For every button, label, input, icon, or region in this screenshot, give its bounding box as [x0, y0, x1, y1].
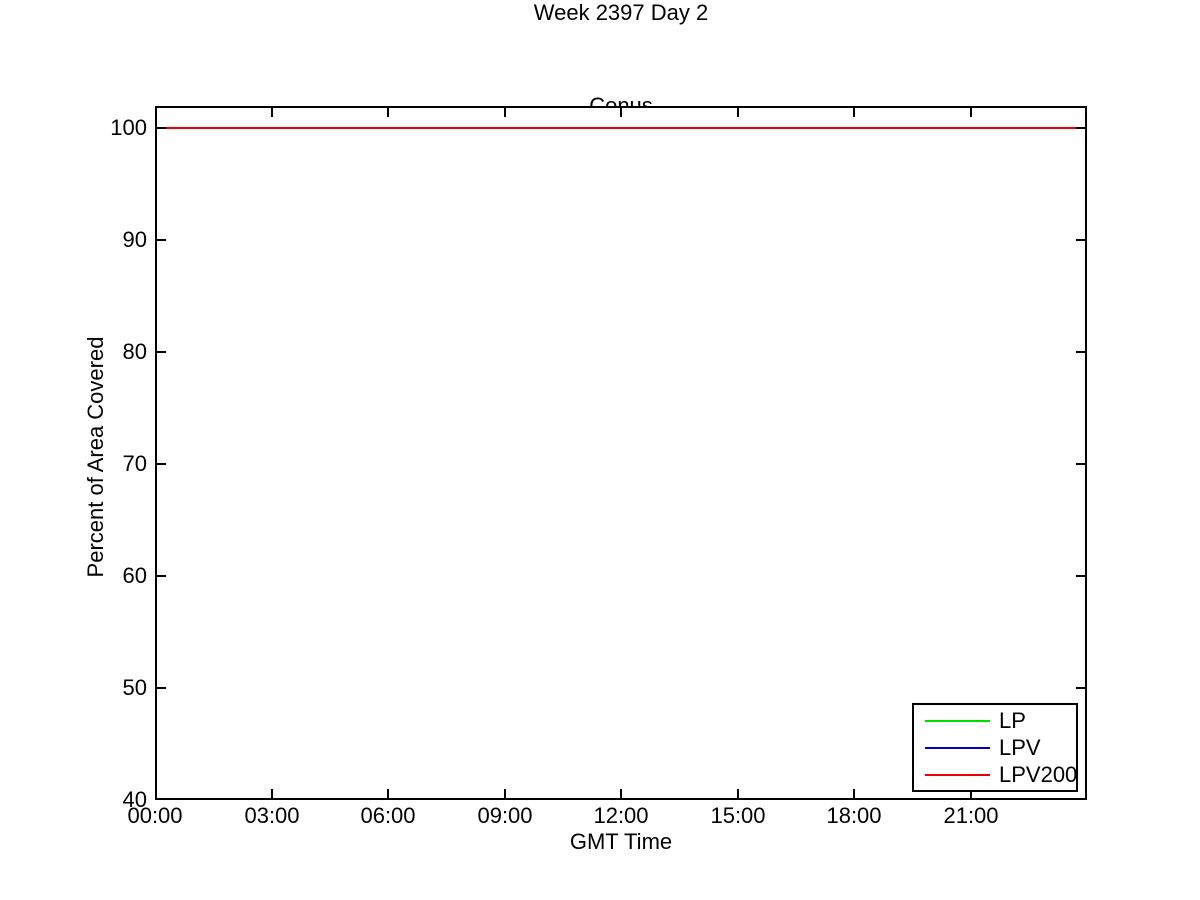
x-tick-mark	[737, 108, 739, 117]
x-tick-mark	[970, 108, 972, 117]
y-tick-label: 60	[122, 563, 147, 588]
x-tick-label: 09:00	[477, 803, 533, 828]
legend-line-sample	[925, 746, 990, 749]
x-tick-mark	[504, 108, 506, 117]
x-tick-mark	[271, 108, 273, 117]
y-tick-mark	[1076, 351, 1085, 353]
x-tick-mark	[853, 789, 855, 798]
series-line-lpv200	[157, 127, 1085, 129]
legend-line-sample	[925, 719, 990, 722]
y-tick-label: 40	[122, 787, 147, 812]
legend-entry-lp: LP	[914, 707, 1076, 733]
legend-entry-lpv200: LPV200	[914, 761, 1078, 787]
plot-area	[155, 106, 1087, 800]
y-tick-mark	[157, 463, 166, 465]
legend-line-sample	[925, 773, 990, 776]
x-tick-mark	[620, 789, 622, 798]
x-tick-mark	[271, 789, 273, 798]
y-tick-mark	[1076, 127, 1085, 129]
x-tick-label: 03:00	[244, 803, 300, 828]
figure-title: Week 2397 Day 2	[533, 0, 709, 25]
y-tick-mark	[157, 127, 166, 129]
y-tick-label: 90	[122, 227, 147, 252]
y-tick-mark	[157, 239, 166, 241]
legend-entry-label: LPV	[999, 734, 1041, 760]
x-tick-label: 00:00	[127, 803, 183, 828]
x-tick-label: 21:00	[943, 803, 999, 828]
x-tick-mark	[504, 789, 506, 798]
y-tick-label: 70	[122, 451, 147, 476]
y-tick-mark	[1076, 239, 1085, 241]
y-tick-label: 80	[122, 339, 147, 364]
y-tick-label: 100	[110, 115, 147, 140]
y-tick-label: 50	[122, 675, 147, 700]
legend-entry-lpv: LPV	[914, 734, 1076, 760]
y-tick-mark	[1076, 463, 1085, 465]
legend-entry-label: LPV200	[999, 761, 1078, 787]
x-tick-label: 15:00	[710, 803, 766, 828]
x-tick-mark	[970, 789, 972, 798]
legend-entry-label: LP	[999, 707, 1026, 733]
y-tick-mark	[157, 575, 166, 577]
x-tick-mark	[737, 789, 739, 798]
x-tick-mark	[387, 789, 389, 798]
y-tick-mark	[157, 351, 166, 353]
x-tick-mark	[853, 108, 855, 117]
y-tick-mark	[157, 687, 166, 689]
x-tick-mark	[620, 108, 622, 117]
x-axis-label: GMT Time	[569, 829, 673, 854]
x-tick-mark	[387, 108, 389, 117]
legend: LP LPV LPV200	[912, 703, 1078, 792]
y-tick-mark	[1076, 687, 1085, 689]
x-tick-label: 18:00	[826, 803, 882, 828]
y-tick-mark	[1076, 575, 1085, 577]
x-tick-label: 06:00	[360, 803, 416, 828]
x-tick-label: 12:00	[593, 803, 649, 828]
